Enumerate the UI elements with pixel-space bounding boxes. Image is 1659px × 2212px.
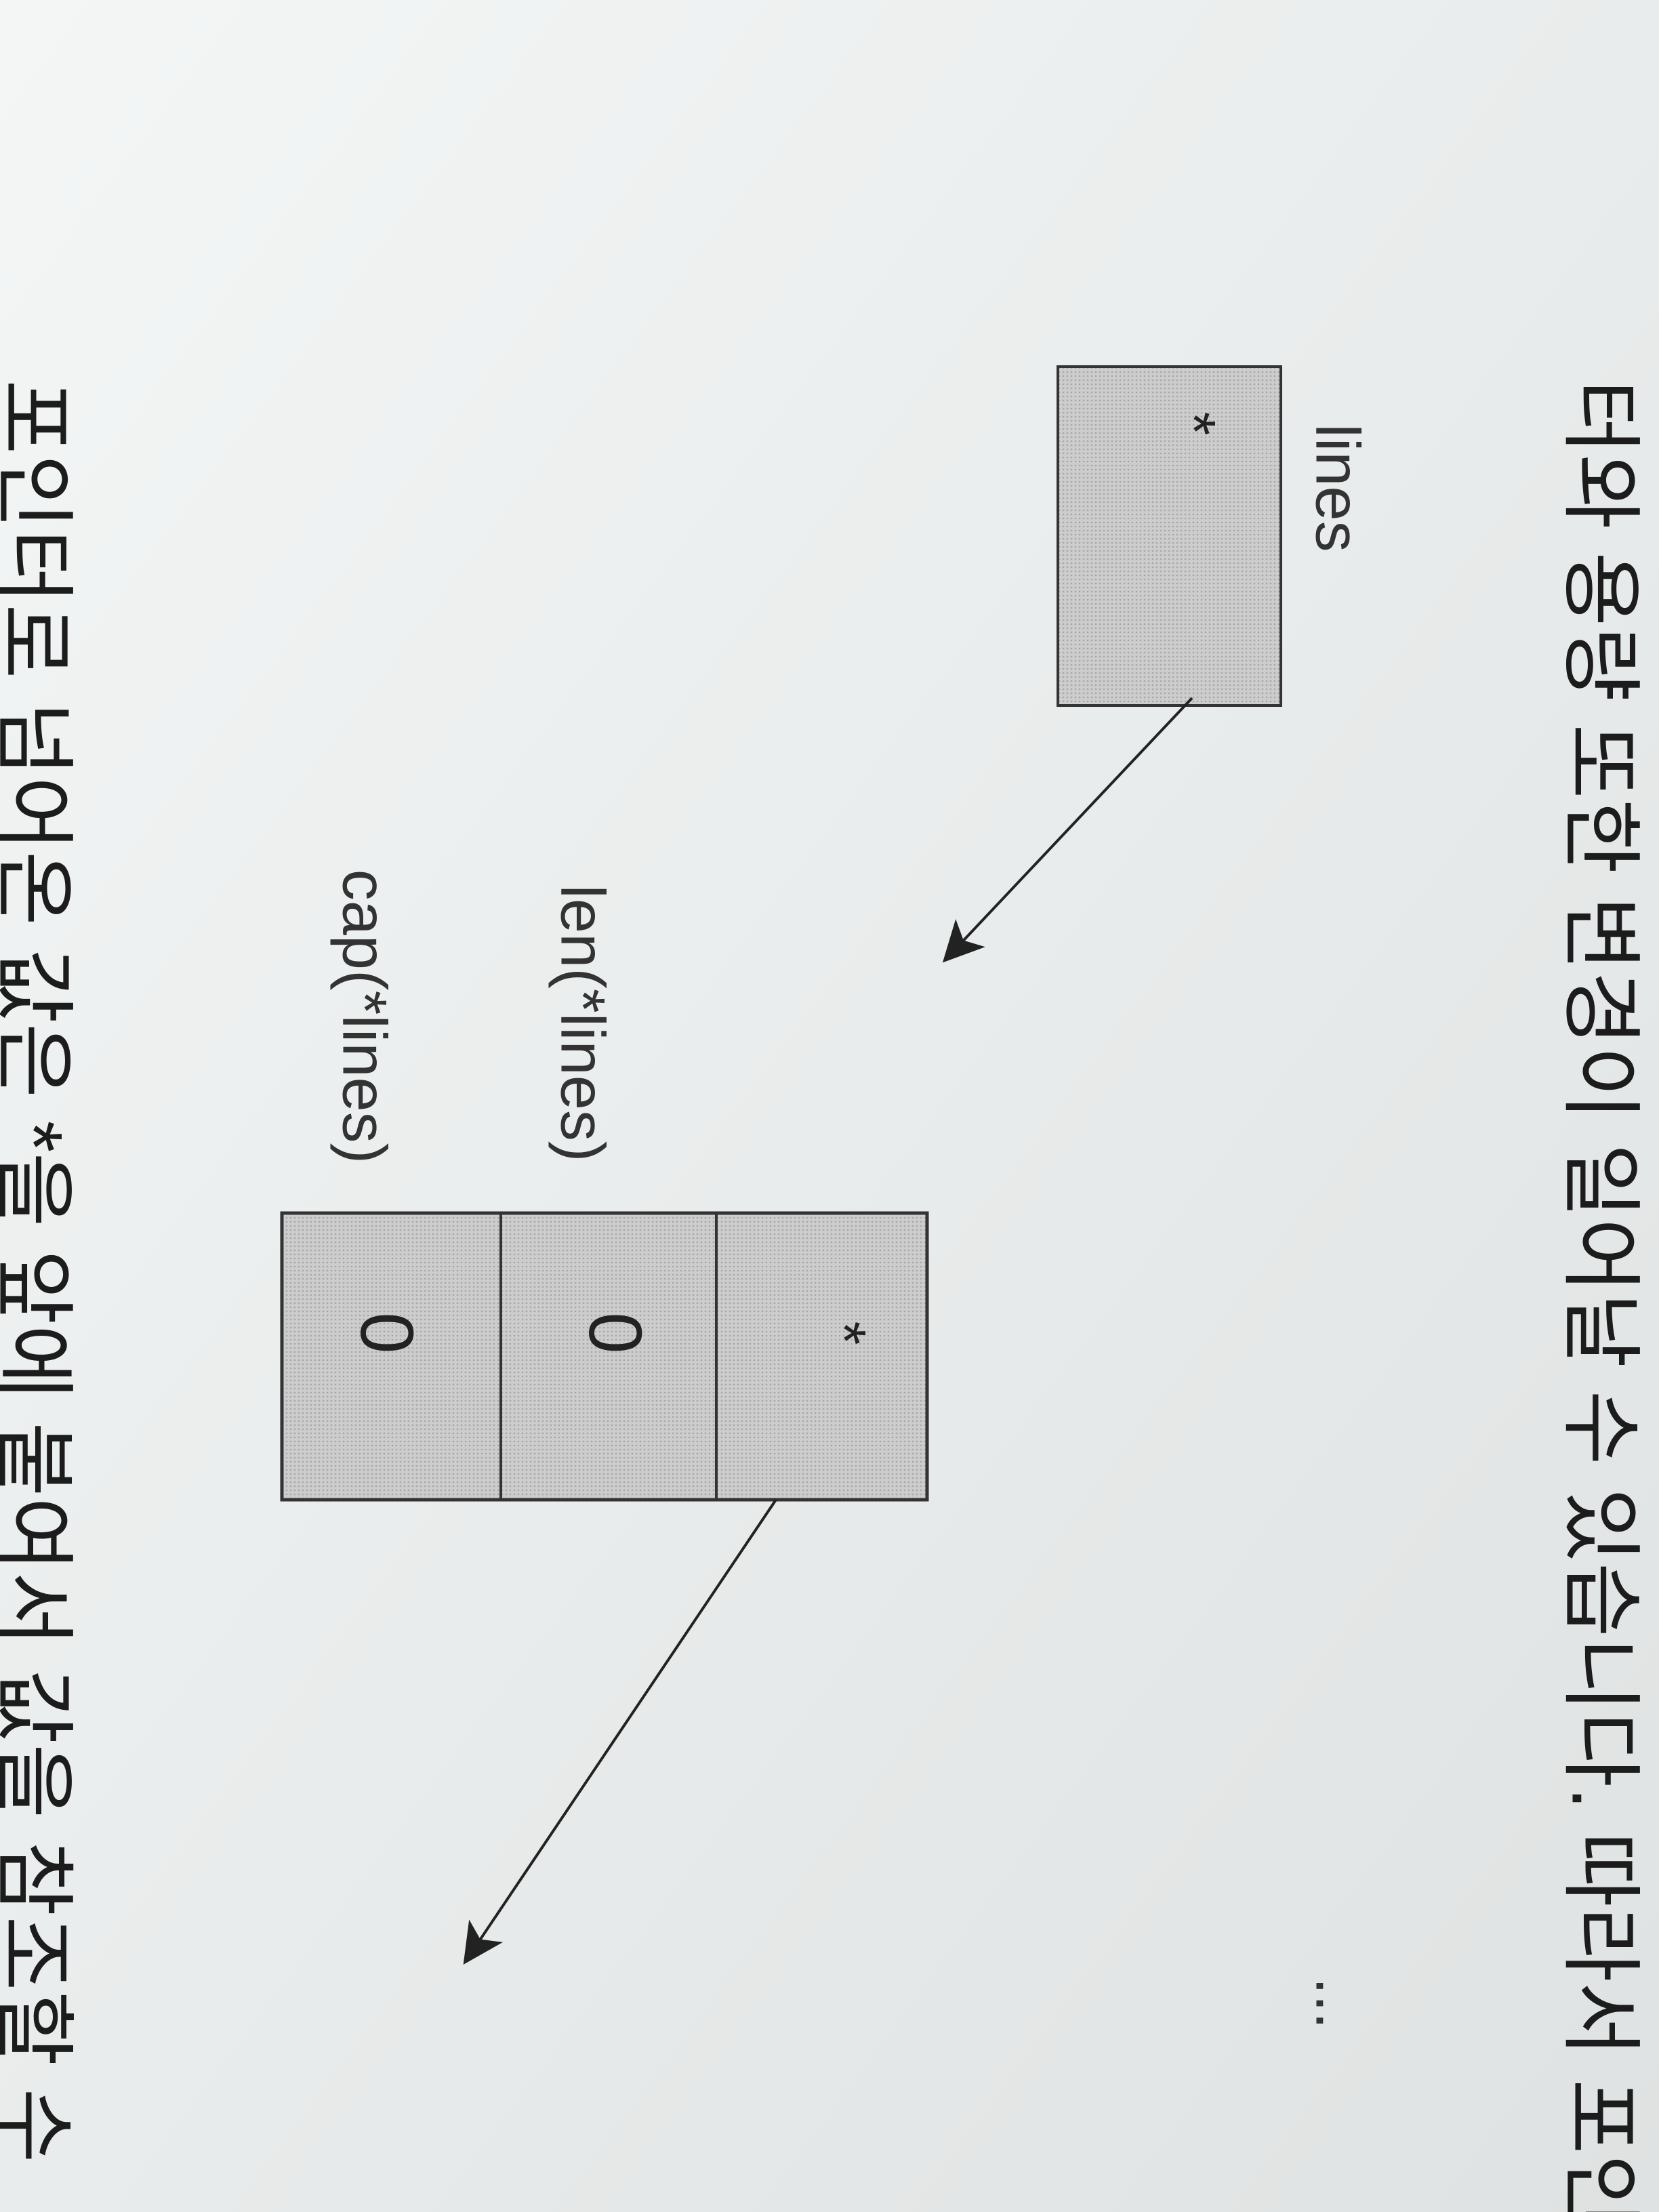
- cell-value: 0: [345, 1312, 428, 1353]
- arrow: [942, 697, 1193, 963]
- pointer-label: lines: [1303, 424, 1372, 552]
- arrow: [463, 1498, 777, 1965]
- pointer-box: [1057, 365, 1282, 707]
- text-line: 포인터로 넘어온 값은 *을 앞에 붙여서 값을 참조할 수: [0, 380, 79, 2163]
- slice-box: [280, 1211, 929, 1502]
- cell-value: 0: [573, 1312, 657, 1353]
- text-line: 터와 용량 또한 변경이 일어날 수 있습니다. 따라서 포인: [1555, 380, 1645, 2212]
- pointer-value: *: [1160, 411, 1227, 435]
- continuation: ...: [1303, 1978, 1372, 2030]
- len-label: len(*lines): [548, 884, 617, 1162]
- cap-label: cap(*lines): [330, 869, 399, 1164]
- cell-value: *: [810, 1321, 878, 1345]
